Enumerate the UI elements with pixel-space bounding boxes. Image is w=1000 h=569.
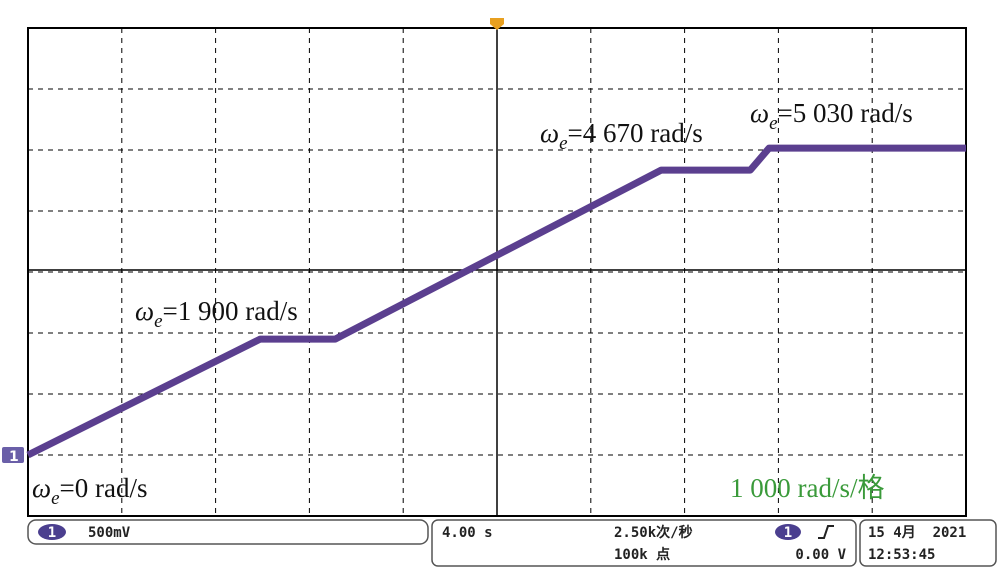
annotation-subscript: e (51, 488, 59, 509)
trigger-level: 0.00 V (795, 547, 846, 563)
timebase-box (431, 519, 857, 567)
trace (26, 144, 966, 459)
date: 15 4月 2021 (868, 525, 966, 541)
sample-rate: 2.50k次/秒 (614, 524, 693, 541)
annotation-subscript: e (154, 311, 162, 332)
clock-box (859, 519, 997, 567)
annotation-symbol: ω (135, 296, 154, 326)
plot-area: 1 (2, 144, 966, 465)
annotation-symbol: ω (32, 473, 51, 503)
volts-per-div: 500mV (88, 525, 131, 541)
ground-marker-label: 1 (9, 449, 19, 465)
annotation: ωe=0 rad/s (32, 473, 147, 509)
annotation-text: =5 030 rad/s (778, 98, 913, 128)
trigger-position-marker (490, 18, 504, 30)
time: 12:53:45 (868, 547, 935, 563)
annotation-subscript: e (559, 133, 567, 154)
annotation-text: =1 900 rad/s (163, 296, 298, 326)
ground-marker (2, 447, 24, 463)
annotation: ωe=5 030 rad/s (750, 98, 913, 134)
channel-number: 1 (48, 525, 56, 541)
annotation-text: =0 rad/s (60, 473, 148, 503)
trigger-channel-badge (775, 524, 801, 540)
trigger-edge-icon (818, 525, 834, 539)
annotation: ωe=1 900 rad/s (135, 296, 298, 332)
status-bar: 1 500mV 4.00 s 2.50k次/秒 100k 点 1 0.00 V … (27, 519, 997, 567)
time-per-div: 4.00 s (442, 525, 493, 541)
channel-badge (38, 524, 66, 540)
annotation-symbol: ω (750, 98, 769, 128)
annotation: ωe=4 670 rad/s (540, 118, 703, 154)
channel-box (27, 519, 429, 545)
scale-label: 1 000 rad/s/格 (730, 473, 885, 503)
annotation-subscript: e (769, 113, 777, 134)
grid (28, 28, 966, 516)
annotation-text: =4 670 rad/s (568, 118, 703, 148)
record-length: 100k 点 (614, 546, 670, 563)
trigger-channel: 1 (784, 525, 792, 541)
annotation-symbol: ω (540, 118, 559, 148)
